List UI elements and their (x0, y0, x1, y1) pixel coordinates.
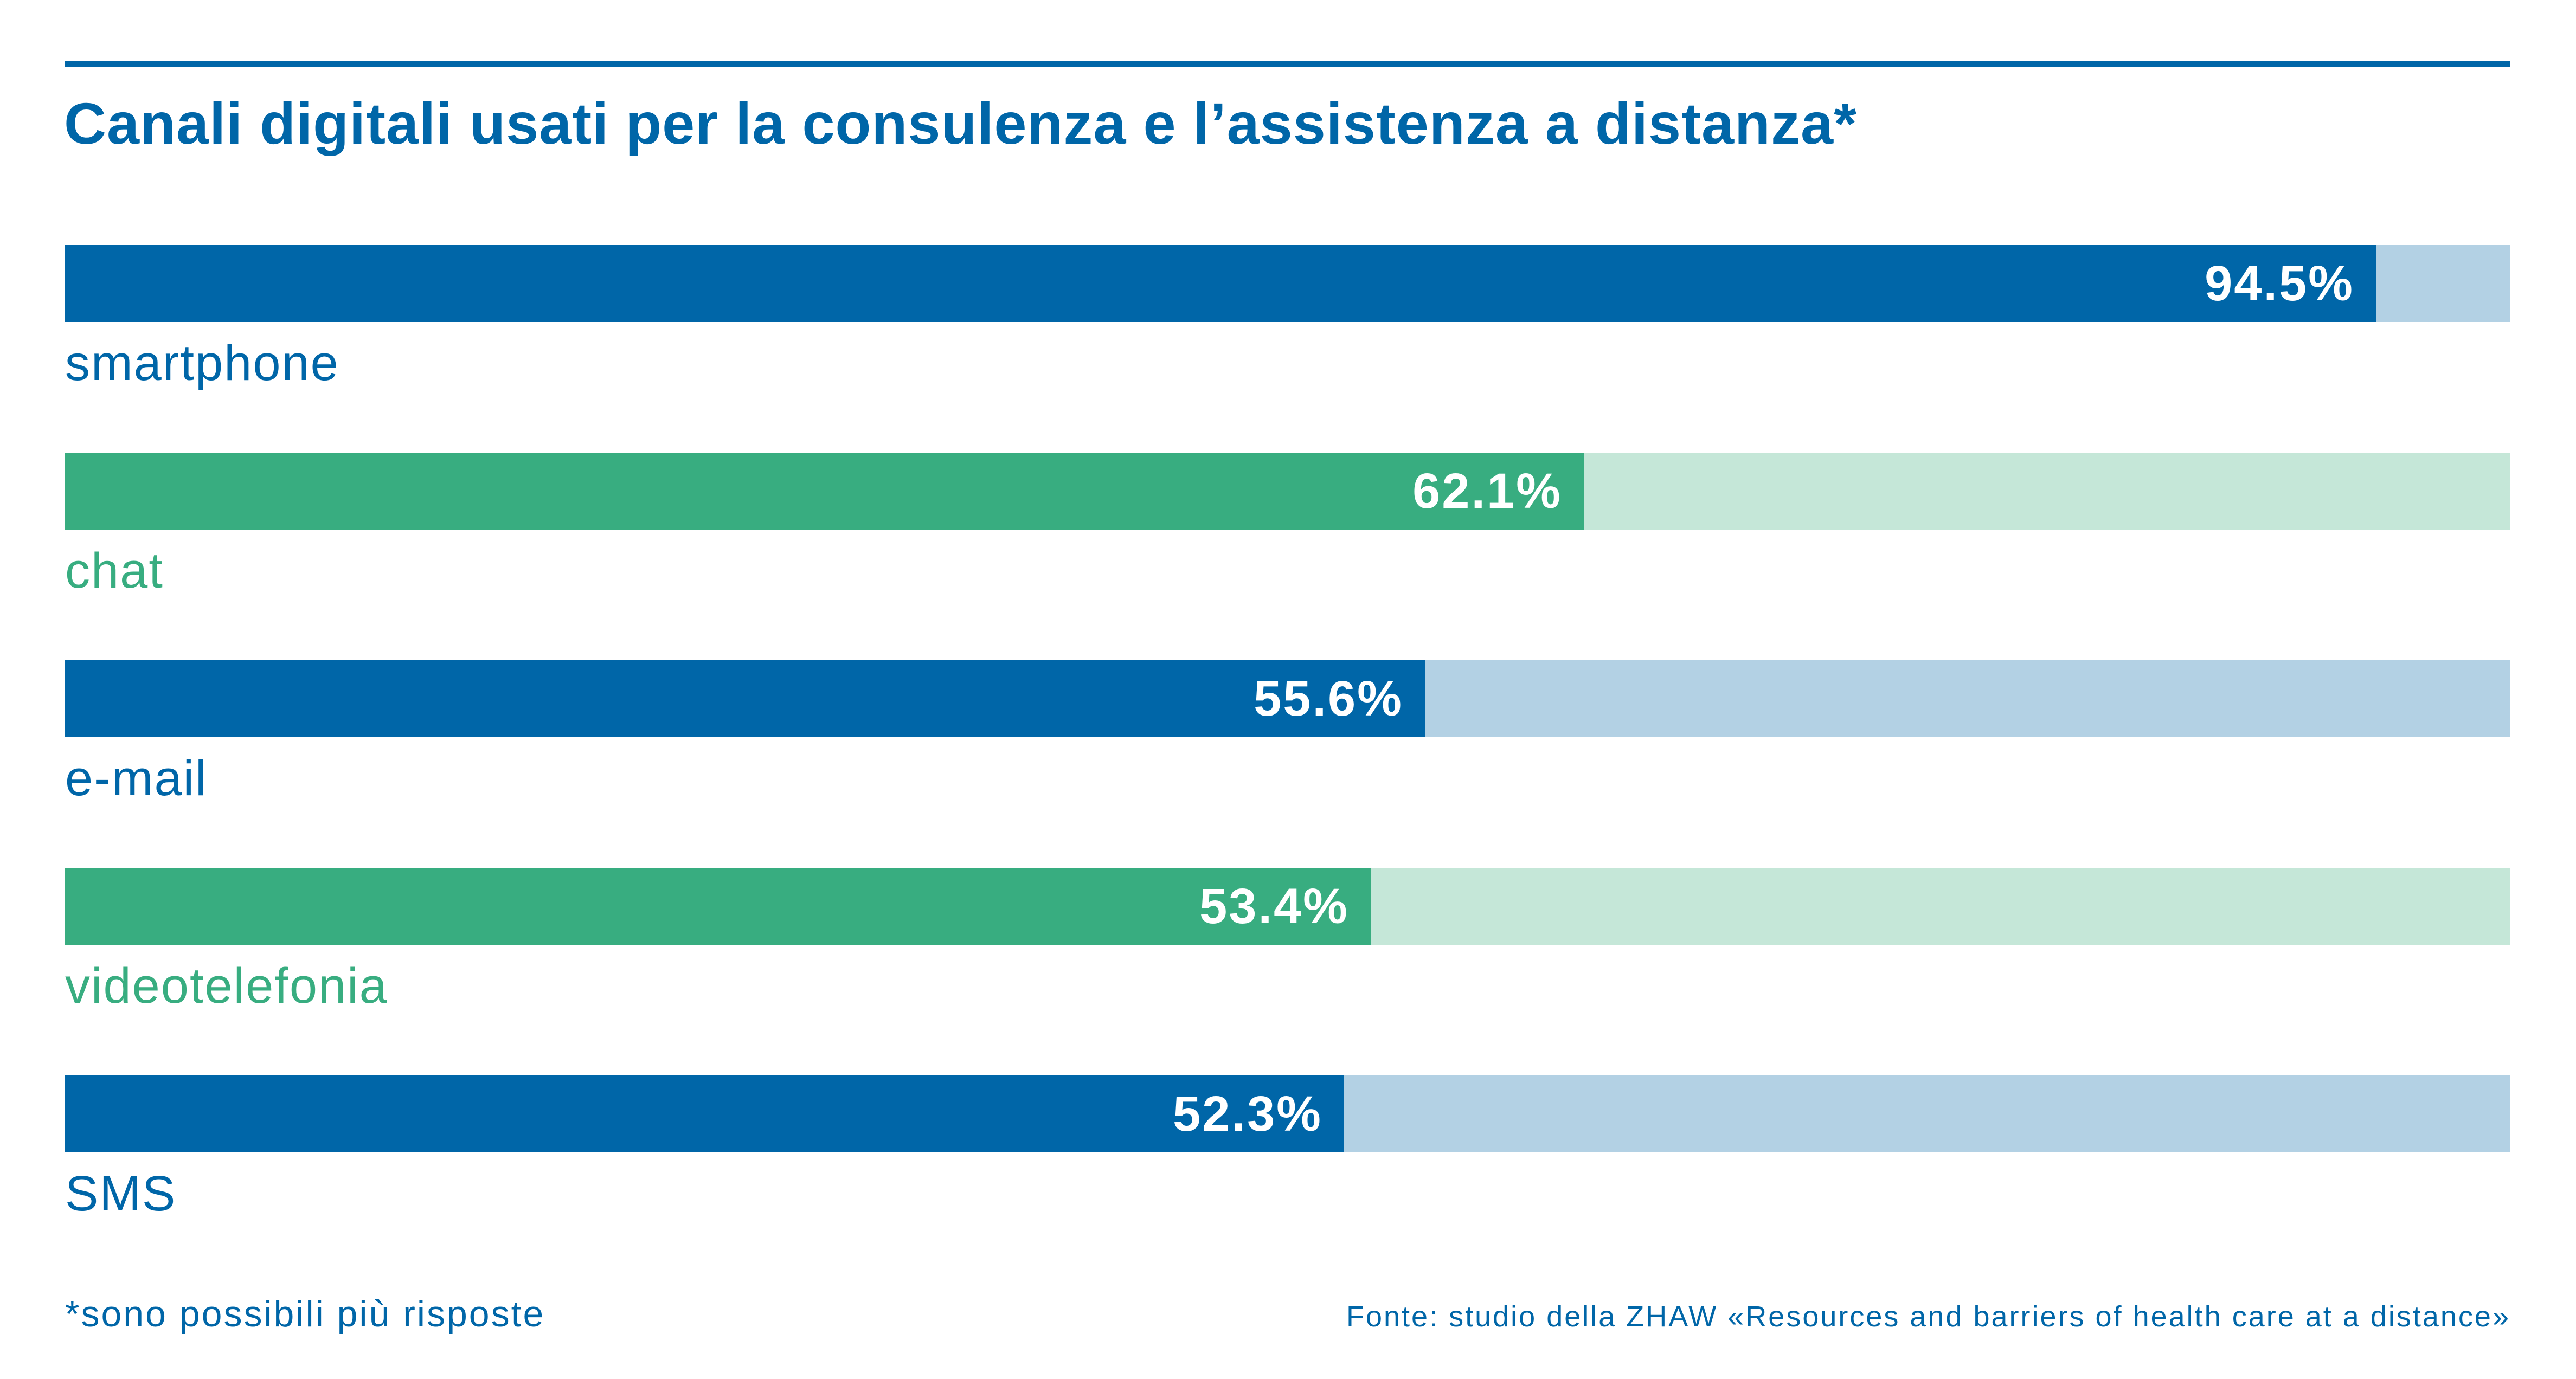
bar-e-mail (65, 660, 1425, 737)
bar-category-label-smartphone: smartphone (65, 336, 339, 391)
bar-chat (65, 453, 1584, 530)
bar-row-chat: 62.1% chat (65, 453, 2510, 661)
bar-track-chat: 62.1% (65, 453, 2510, 530)
bar-track-e-mail: 55.6% (65, 660, 2510, 737)
bar-row-e-mail: 55.6% e-mail (65, 660, 2510, 869)
bar-row-smartphone: 94.5% smartphone (65, 245, 2510, 454)
bar-value-label-chat: 62.1% (1412, 463, 1562, 519)
bar-category-label-e-mail: e-mail (65, 751, 208, 806)
bar-row-videotelefonia: 53.4% videotelefonia (65, 868, 2510, 1077)
bar-smartphone (65, 245, 2376, 322)
bar-row-SMS: 52.3% SMS (65, 1075, 2510, 1284)
bar-value-label-e-mail: 55.6% (1254, 671, 1403, 726)
bar-track-smartphone: 94.5% (65, 245, 2510, 322)
footnote: *sono possibili più risposte (65, 1293, 545, 1335)
bar-videotelefonia (65, 868, 1371, 945)
source-note: Fonte: studio della ZHAW «Resources and … (1346, 1300, 2510, 1333)
bar-category-label-SMS: SMS (65, 1166, 177, 1221)
bar-value-label-SMS: 52.3% (1173, 1086, 1322, 1142)
bar-category-label-videotelefonia: videotelefonia (65, 958, 388, 1014)
bar-SMS (65, 1075, 1344, 1152)
bar-value-label-smartphone: 94.5% (2205, 256, 2354, 311)
bar-category-label-chat: chat (65, 543, 164, 598)
chart-title: Canali digitali usati per la consulenza … (64, 91, 1858, 156)
top-rule (65, 61, 2510, 67)
bar-track-videotelefonia: 53.4% (65, 868, 2510, 945)
bar-value-label-videotelefonia: 53.4% (1199, 879, 1349, 934)
bar-track-SMS: 52.3% (65, 1075, 2510, 1152)
